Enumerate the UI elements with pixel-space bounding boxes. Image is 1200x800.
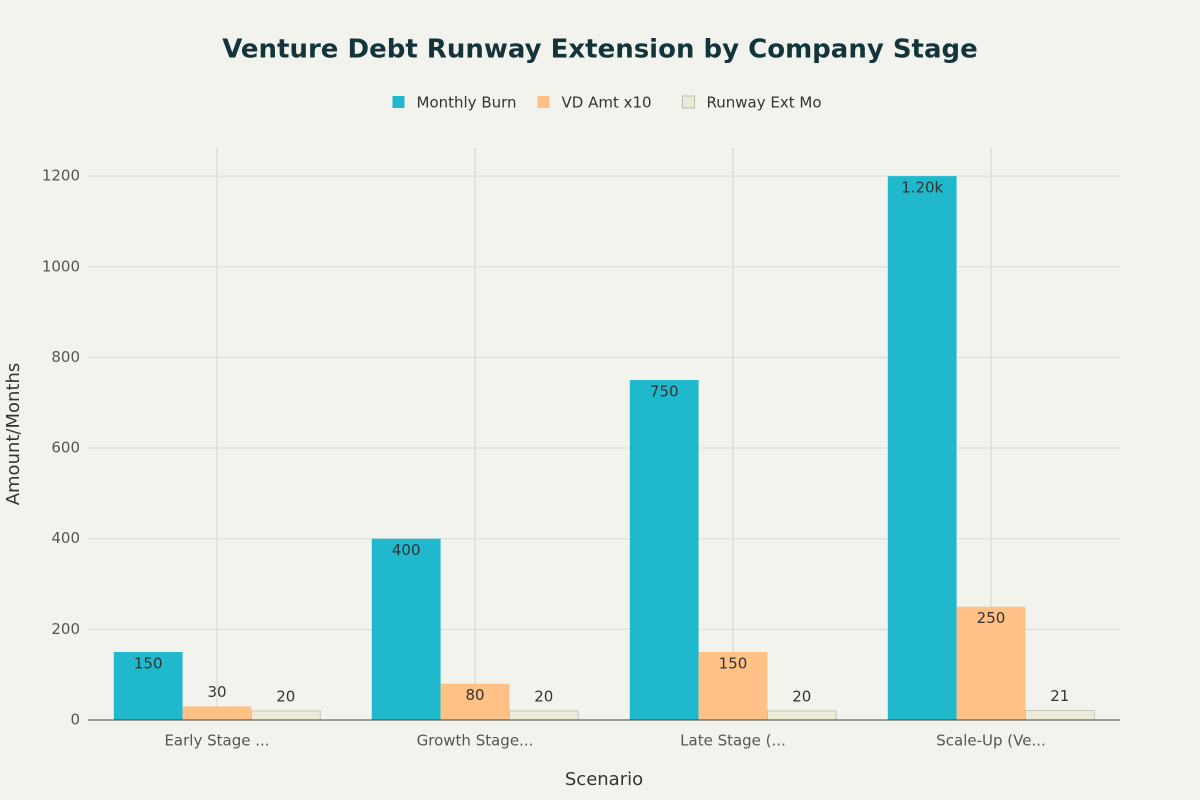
- data-label: 400: [392, 541, 421, 559]
- y-tick-label: 800: [51, 348, 80, 366]
- legend-label: Runway Ext Mo: [707, 94, 822, 112]
- data-label: 20: [276, 687, 295, 705]
- data-label: 21: [1050, 687, 1069, 705]
- bar: [113, 652, 183, 720]
- data-label: 1.20k: [901, 179, 943, 197]
- legend-swatch: [537, 96, 550, 108]
- data-label: 750: [650, 383, 679, 401]
- bar: [251, 710, 321, 721]
- chart-title: Venture Debt Runway Extension by Company…: [222, 35, 978, 65]
- x-tick-label: Scale-Up (Ve...: [936, 732, 1046, 750]
- x-tick-label: Growth Stage...: [417, 732, 534, 750]
- x-tick-label: Late Stage (...: [680, 732, 786, 750]
- bar: [440, 683, 510, 720]
- data-label: 250: [977, 609, 1006, 627]
- y-tick-label: 200: [51, 620, 80, 638]
- legend-swatch: [392, 96, 405, 108]
- data-label: 80: [465, 686, 484, 704]
- bar: [956, 606, 1026, 720]
- bar: [629, 380, 699, 720]
- data-label: 150: [134, 655, 163, 673]
- y-axis-title: Amount/Months: [3, 363, 24, 506]
- y-tick-label: 400: [51, 529, 80, 547]
- bar: [1025, 710, 1095, 721]
- bar: [182, 706, 252, 720]
- bar: [698, 652, 768, 720]
- legend-label: VD Amt x10: [562, 94, 652, 112]
- x-axis-title: Scenario: [565, 769, 643, 790]
- legend-swatch: [682, 95, 695, 109]
- data-label: 20: [792, 687, 811, 705]
- bar: [767, 710, 837, 721]
- y-tick-label: 1000: [42, 257, 80, 275]
- bar: [509, 710, 579, 721]
- y-tick-label: 0: [70, 711, 80, 729]
- bar: [371, 538, 441, 720]
- bar: [887, 176, 957, 720]
- y-tick-label: 1200: [42, 167, 80, 185]
- data-label: 30: [207, 683, 226, 701]
- legend-label: Monthly Burn: [417, 94, 517, 112]
- y-tick-label: 600: [51, 439, 80, 457]
- x-tick-label: Early Stage ...: [164, 732, 269, 750]
- data-label: 150: [719, 655, 748, 673]
- data-label: 20: [534, 687, 553, 705]
